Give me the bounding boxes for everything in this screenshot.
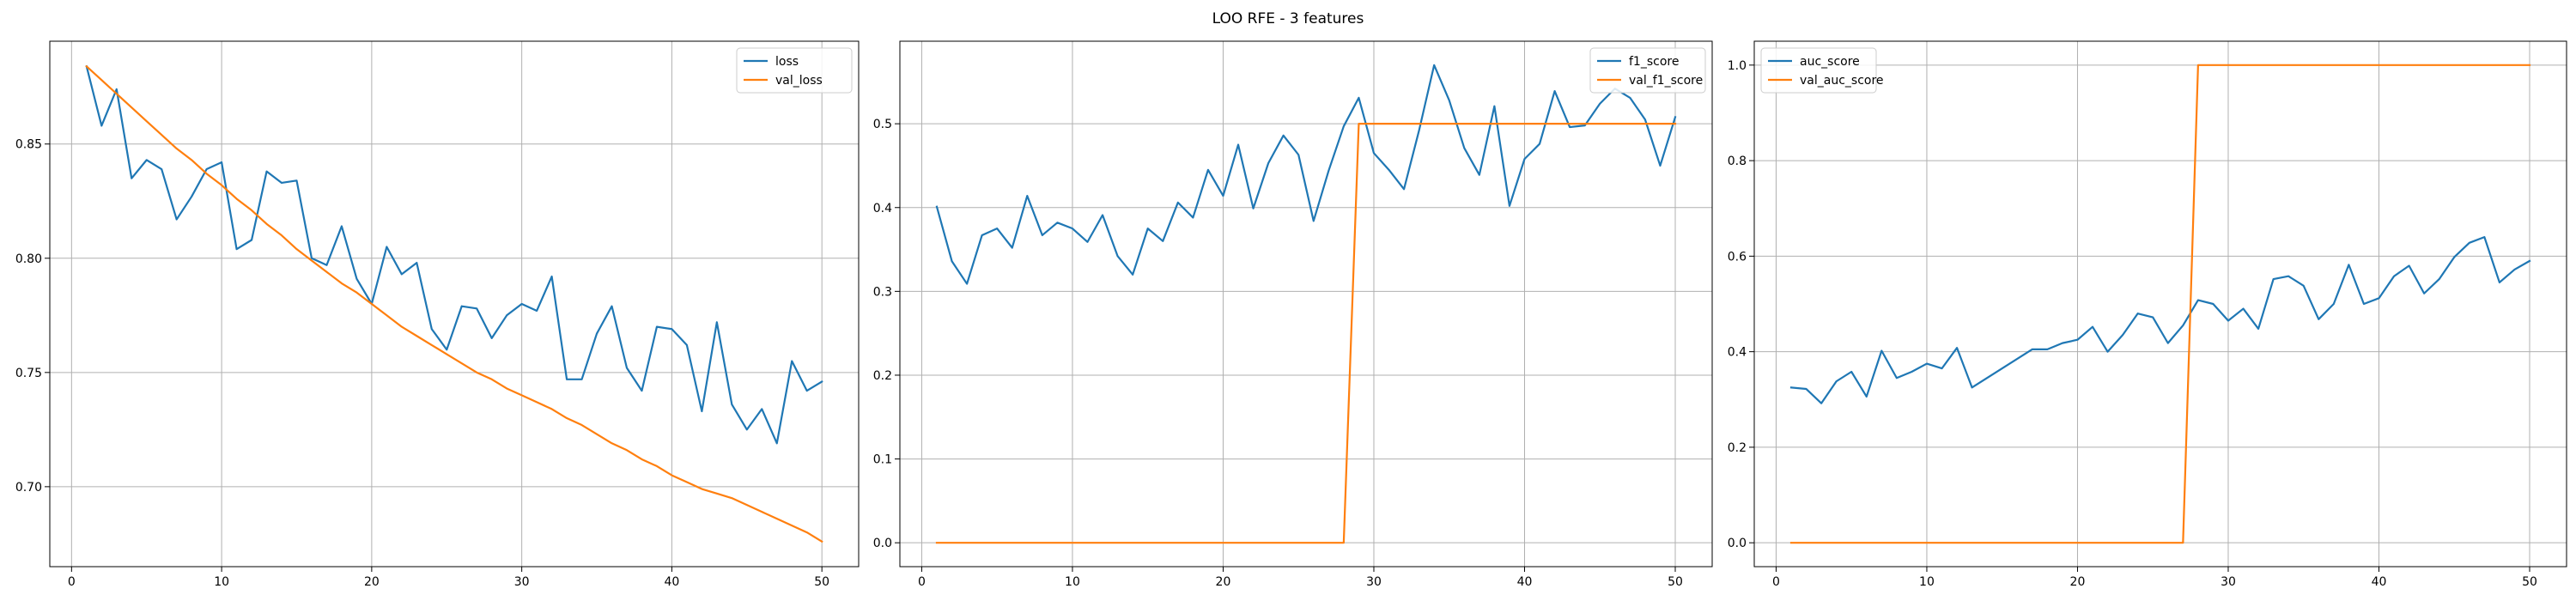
f1-score-x-tick-label: 20 (1216, 575, 1231, 589)
auc-score-x-tick-label: 40 (2372, 575, 2387, 589)
loss-legend: loss val_loss (736, 47, 853, 94)
auc-score-legend-box (1760, 47, 1877, 94)
loss-legend-box (736, 47, 853, 94)
f1-score-legend-box (1589, 47, 1706, 94)
auc-score-legend-label: val_auc_score (1800, 74, 1884, 88)
loss-y-tick-label: 0.75 (15, 367, 42, 380)
loss-x-tick-label: 40 (664, 575, 679, 589)
f1-score-x-tick-label: 50 (1668, 575, 1683, 589)
f1-score-y-tick-label: 0.4 (873, 202, 892, 216)
f1-score-x-tick-label: 0 (918, 575, 926, 589)
f1-score-legend-label: val_f1_score (1629, 74, 1703, 88)
f1-score-x-tick-label: 30 (1366, 575, 1382, 589)
auc-score-axes-frame (1753, 40, 2567, 568)
loss-y-tick-label: 0.70 (15, 481, 42, 495)
f1-score-y-tick-label: 0.0 (873, 537, 892, 550)
loss-legend-label: val_loss (775, 74, 823, 88)
f1-score-x-tick-label: 10 (1065, 575, 1080, 589)
loss-x-tick-label: 50 (814, 575, 829, 589)
f1-score-y-tick-label: 0.1 (873, 453, 892, 467)
loss-x-tick-label: 30 (514, 575, 530, 589)
f1-score-panel: 0 10 20 30 40 50 0.0 0.1 0.2 0.3 0.4 0.5 f1_scoreval… (873, 40, 1713, 589)
loss-x-tick-label: 10 (214, 575, 229, 589)
f1-score-series-val-f1-score-line (935, 123, 1677, 544)
f1-score-x-tick-label: 40 (1517, 575, 1533, 589)
auc-score-y-tick-label: 0.4 (1728, 346, 1747, 360)
loss-axes-frame (49, 40, 860, 568)
auc-score-x-tick-label: 10 (1919, 575, 1935, 589)
loss-series-loss-line (85, 64, 823, 445)
loss-legend-label: loss (775, 55, 799, 69)
auc-score-y-tick-label: 0.8 (1728, 155, 1747, 168)
auc-score-y-tick-label: 0.6 (1728, 250, 1747, 264)
loss-y-tick-label: 0.80 (15, 252, 42, 266)
f1-score-y-tick-label: 0.3 (873, 285, 892, 299)
auc-score-x-tick-label: 30 (2221, 575, 2236, 589)
loss-x-tick-label: 20 (364, 575, 380, 589)
f1-score-legend-label: f1_score (1629, 55, 1679, 69)
loss-y-tick-label: 0.85 (15, 138, 42, 152)
auc-score-x-tick-label: 50 (2522, 575, 2537, 589)
auc-score-y-tick-label: 0.2 (1728, 441, 1747, 455)
figure-title: LOO RFE - 3 features (1212, 10, 1364, 27)
auc-score-x-tick-label: 20 (2070, 575, 2086, 589)
auc-score-y-tick-label: 0.0 (1728, 537, 1747, 550)
loss-series-val-loss-line (85, 64, 823, 543)
loss-panel: 0 10 20 30 40 50 0.70 0.75 0.80 0.85 loss val_loss (15, 40, 860, 589)
auc-score-legend: auc_score val_auc_score (1760, 47, 1884, 94)
auc-score-x-tick-label: 0 (1772, 575, 1780, 589)
auc-score-panel: 0 10 20 30 40 50 0.0 0.2 0.4 0.6 0.8 1.0 auc_scoreva… (1728, 40, 2567, 589)
loss-x-tick-label: 0 (68, 575, 76, 589)
auc-score-series-auc-score-line (1789, 236, 2531, 404)
auc-score-legend-label: auc_score (1800, 55, 1860, 69)
f1-score-legend: f1_score val_f1_score (1589, 47, 1706, 94)
f1-score-y-tick-label: 0.2 (873, 369, 892, 383)
f1-score-series-f1-score-line (935, 64, 1677, 285)
f1-score-axes-frame (899, 40, 1713, 568)
auc-score-series-val-auc-score-line (1789, 64, 2531, 544)
f1-score-y-tick-label: 0.5 (873, 118, 892, 131)
auc-score-y-tick-label: 1.0 (1728, 59, 1747, 73)
